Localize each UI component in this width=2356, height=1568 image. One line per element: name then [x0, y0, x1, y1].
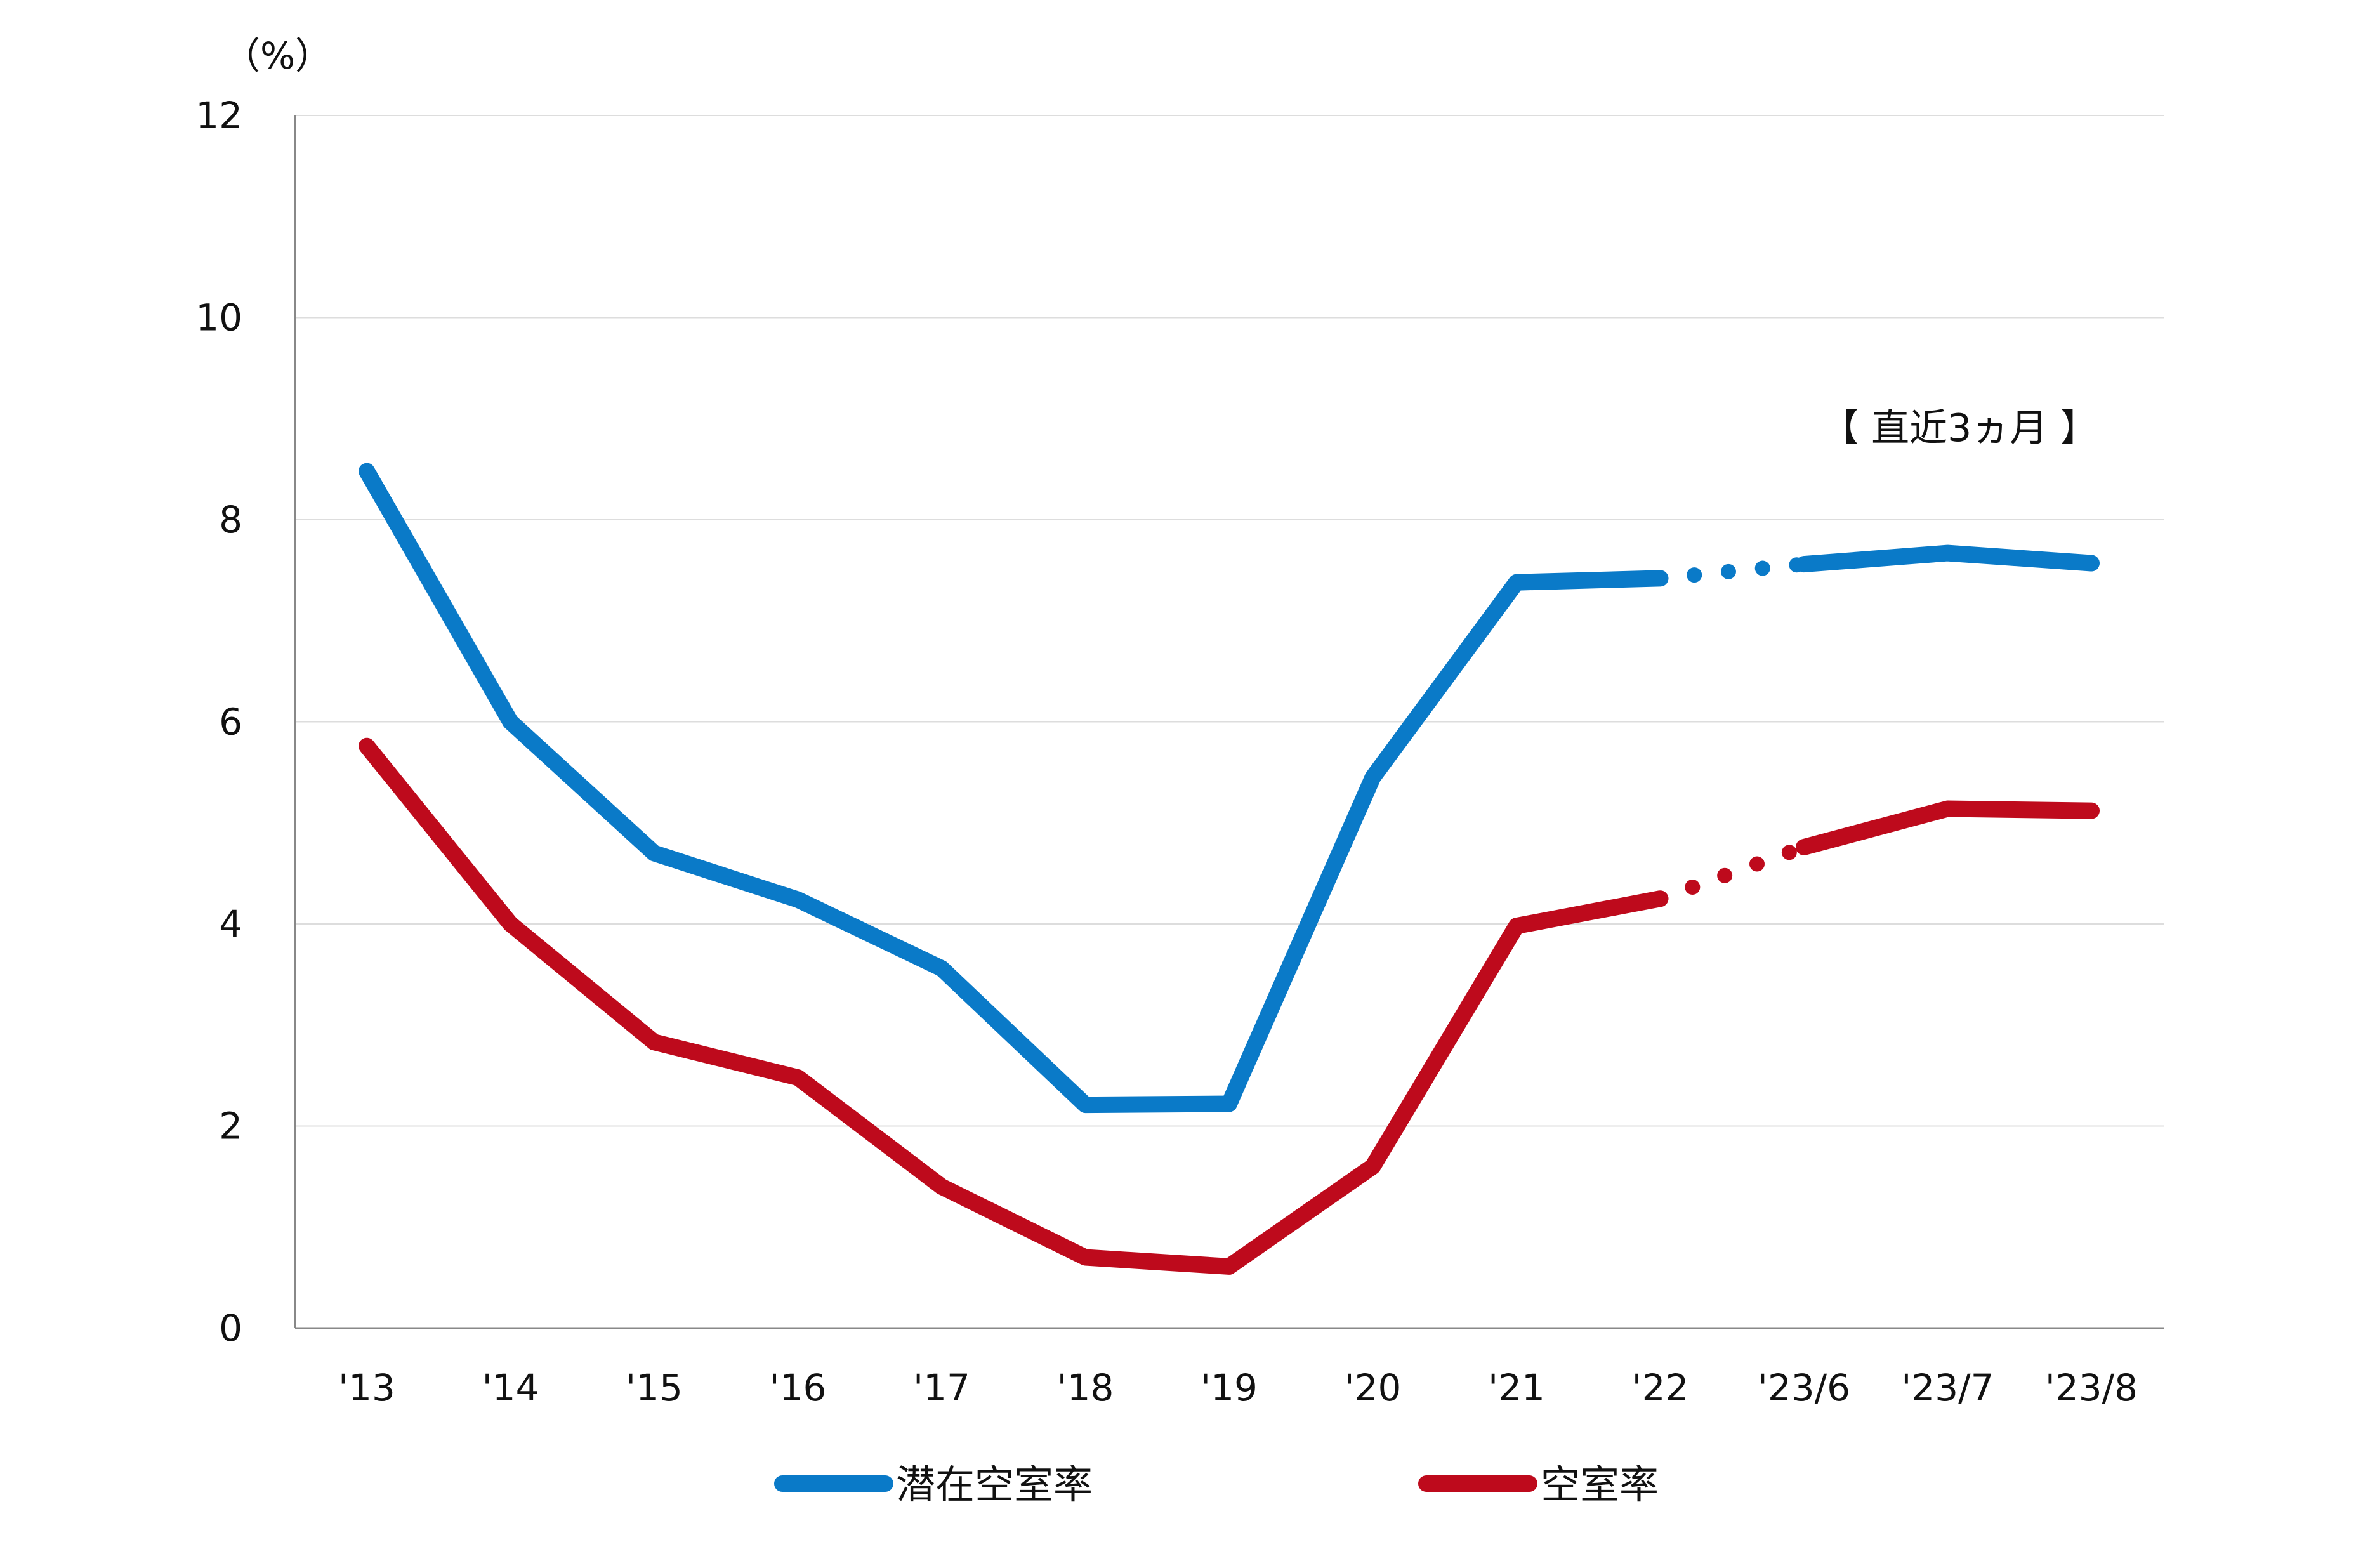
x-tick-label: '22 [1632, 1366, 1689, 1409]
series-line-vacancy-annual [359, 737, 1669, 1275]
y-tick-label: 8 [219, 498, 242, 541]
legend: 潜在空室率 空室率 [774, 1461, 1659, 1508]
legend-label-vacancy: 空室率 [1541, 1461, 1659, 1508]
y-tick-label: 10 [195, 296, 242, 339]
y-tick-label: 6 [219, 701, 242, 744]
legend-label-potential-vacancy: 潜在空室率 [896, 1461, 1093, 1508]
x-tick-label: '21 [1488, 1366, 1545, 1409]
x-tick-label: '23/8 [2045, 1366, 2138, 1409]
y-tick-label: 0 [219, 1307, 242, 1350]
x-tick-label: '23/7 [1901, 1366, 1994, 1409]
x-tick-label: '18 [1057, 1366, 1114, 1409]
x-tick-label: '13 [338, 1366, 395, 1409]
x-tick-label: '15 [626, 1366, 683, 1409]
x-tick-labels: '13 '14 '15 '16 '17 '18 '19 '20 '21 '22 '23/6 '23/7… [338, 1366, 2138, 1409]
y-tick-label: 4 [219, 902, 242, 945]
series-line-potential-vacancy-dotted [1652, 557, 1812, 586]
y-unit-label: （%） [223, 34, 332, 77]
y-tick-labels: 0 2 4 6 8 10 12 [195, 94, 242, 1350]
recent-3-months-annotation: 【 直近3ヵ月 】 [1821, 406, 2098, 451]
series-line-vacancy-dotted [1652, 840, 1812, 907]
series-line-potential-vacancy-monthly [1796, 544, 2100, 573]
series-line-vacancy-monthly [1796, 800, 2100, 855]
x-tick-label: '14 [482, 1366, 539, 1409]
x-tick-label: '16 [770, 1366, 827, 1409]
x-tick-label: '17 [913, 1366, 970, 1409]
series-line-potential-vacancy-annual [359, 463, 1669, 1114]
y-tick-label: 2 [219, 1105, 242, 1148]
series-lines [359, 463, 2100, 1275]
x-tick-label: '23/6 [1758, 1366, 1850, 1409]
x-tick-label: '19 [1201, 1366, 1258, 1409]
y-tick-label: 12 [195, 94, 242, 137]
axes [294, 115, 2164, 1329]
gridlines [295, 115, 2164, 1127]
x-tick-label: '20 [1345, 1366, 1402, 1409]
